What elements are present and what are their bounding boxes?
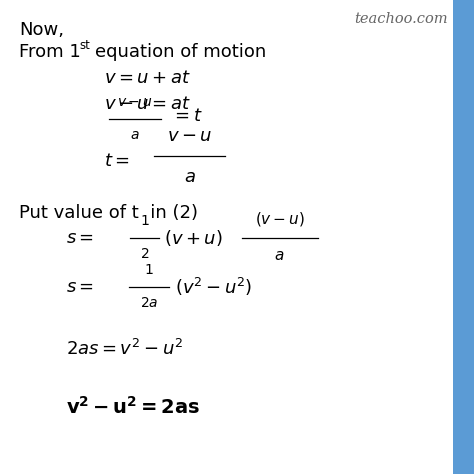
Text: $1$: $1$	[145, 263, 154, 277]
Text: $\mathbf{v^2 - u^2 = 2as}$: $\mathbf{v^2 - u^2 = 2as}$	[66, 396, 201, 418]
Text: $s =$: $s =$	[66, 278, 94, 296]
Text: teachoo.com: teachoo.com	[354, 12, 448, 26]
Text: $= t$: $= t$	[171, 107, 202, 125]
Text: $v - u$: $v - u$	[167, 127, 212, 145]
Text: $2$: $2$	[140, 247, 149, 262]
Text: $v - u = at$: $v - u = at$	[104, 95, 191, 113]
Text: $(v^2 - u^2)$: $(v^2 - u^2)$	[175, 276, 253, 298]
Text: $2as = v^2 - u^2$: $2as = v^2 - u^2$	[66, 339, 183, 359]
Text: $v = u + at$: $v = u + at$	[104, 69, 191, 87]
Text: $2a$: $2a$	[140, 296, 158, 310]
Text: $(v - u)$: $(v - u)$	[255, 210, 305, 228]
Text: $a$: $a$	[130, 128, 140, 142]
Text: st: st	[80, 39, 91, 52]
Text: $v - u$: $v - u$	[118, 95, 153, 109]
Text: Now,: Now,	[19, 21, 64, 39]
Text: equation of motion: equation of motion	[95, 43, 266, 61]
Text: Put value of t  in (2): Put value of t in (2)	[19, 204, 198, 222]
Text: $1$: $1$	[140, 214, 149, 228]
Text: $s =$: $s =$	[66, 229, 94, 247]
Bar	[453, 0, 474, 474]
Text: $a$: $a$	[184, 168, 195, 186]
Text: $a$: $a$	[274, 248, 285, 264]
Text: From 1: From 1	[19, 43, 81, 61]
Text: $(v + u)$: $(v + u)$	[164, 228, 222, 248]
Text: $t =$: $t =$	[104, 152, 130, 170]
